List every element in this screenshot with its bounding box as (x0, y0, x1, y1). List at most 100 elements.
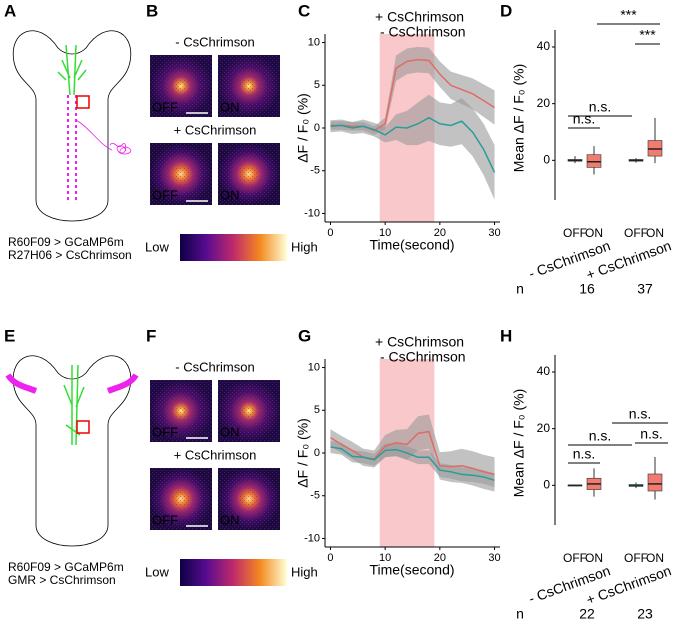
y-tick-label: 10 (308, 36, 320, 48)
x-tick-label: 10 (379, 227, 391, 239)
brain-diagram (12, 30, 132, 222)
image-noise (218, 143, 280, 205)
legend-entry: - CsChrimson (380, 24, 466, 40)
y-tick-label: 20 (537, 421, 551, 435)
panel-letter: F (146, 326, 156, 345)
y-axis-label: Mean ΔF / F₀ (%) (511, 389, 527, 498)
panel-letter: G (298, 326, 311, 345)
significance-label: n.s. (629, 406, 652, 422)
genotype-label: R60F09 > GCaMP6m (8, 235, 124, 249)
legend-entry: + CsChrimson (375, 334, 464, 350)
x-tick-label: 0 (327, 227, 333, 239)
genotype-label: R27H06 > CsChrimson (8, 248, 132, 262)
n-value: 16 (579, 281, 595, 297)
colorbar-low: Low (145, 564, 169, 579)
y-tick-label: 10 (308, 361, 320, 373)
image-noise (150, 55, 212, 117)
condition-label: - CsChrimson (175, 34, 254, 49)
error-band (330, 94, 495, 200)
colorbar-high: High (291, 564, 318, 579)
significance-label: n.s. (640, 426, 663, 442)
legend-entry: + CsChrimson (375, 9, 464, 25)
genotype-label: GMR > CsChrimson (8, 573, 116, 587)
image-label: ON (220, 99, 240, 114)
image-label: OFF (152, 99, 178, 114)
category-label: OFF (624, 551, 648, 565)
image-noise (150, 380, 212, 442)
condition-label: + CsChrimson (174, 447, 257, 462)
image-noise (218, 55, 280, 117)
genotype-label: R60F09 > GCaMP6m (8, 560, 124, 574)
category-label: ON (646, 226, 664, 240)
y-tick-label: 20 (537, 96, 551, 110)
mean-line (330, 116, 496, 173)
legend-entry: - CsChrimson (380, 349, 466, 365)
box (647, 473, 663, 492)
image-label: OFF (152, 512, 178, 527)
significance-label: *** (620, 7, 637, 23)
colorbar-high: High (291, 239, 318, 254)
x-tick-label: 0 (327, 552, 333, 564)
colorbar-low: Low (145, 239, 169, 254)
image-label: ON (220, 187, 240, 202)
image-label: OFF (152, 187, 178, 202)
y-tick-label: 0 (543, 153, 550, 167)
significance-label: n.s. (573, 446, 596, 462)
panel-letter: E (4, 326, 15, 345)
image-noise (150, 468, 212, 530)
category-label: OFF (563, 226, 587, 240)
y-tick-label: -5 (310, 165, 320, 177)
y-tick-label: -5 (310, 490, 320, 502)
mean-line (330, 446, 495, 482)
panel-letter: B (146, 1, 158, 20)
x-tick-label: 20 (434, 552, 446, 564)
x-tick-label: 10 (379, 552, 391, 564)
panel-letter: A (4, 1, 16, 20)
x-tick-label: 30 (488, 227, 500, 239)
panel-letter: C (298, 1, 310, 20)
image-label: ON (220, 512, 240, 527)
condition-label: + CsChrimson (174, 122, 257, 137)
image-noise (150, 143, 212, 205)
n-value: 37 (637, 281, 653, 297)
image-label: OFF (152, 424, 178, 439)
n-value: 22 (579, 606, 595, 622)
y-tick-label: 0 (314, 122, 320, 134)
n-label: n (516, 281, 524, 297)
y-tick-label: 5 (314, 404, 320, 416)
y-tick-label: 5 (314, 79, 320, 91)
panel-letter: D (500, 1, 512, 20)
colorbar (180, 234, 287, 261)
category-label: OFF (563, 551, 587, 565)
category-label: ON (646, 551, 664, 565)
n-label: n (516, 606, 524, 622)
n-value: 23 (637, 606, 653, 622)
image-noise (218, 380, 280, 442)
y-axis-label: Mean ΔF / F₀ (%) (511, 64, 527, 173)
mean-line (330, 58, 495, 132)
significance-label: *** (639, 27, 656, 43)
significance-label: n.s. (589, 428, 612, 444)
y-tick-label: 0 (314, 447, 320, 459)
y-tick-label: 0 (543, 478, 550, 492)
panel-letter: H (500, 326, 512, 345)
y-tick-label: -10 (304, 207, 320, 219)
error-band (330, 441, 495, 488)
category-label: ON (585, 551, 603, 565)
category-label: ON (585, 226, 603, 240)
x-axis-label: Time(second) (369, 237, 454, 253)
image-label: ON (220, 424, 240, 439)
mean-line (330, 430, 495, 476)
significance-label: n.s. (589, 99, 612, 115)
y-tick-label: -10 (304, 532, 320, 544)
significance-label: n.s. (573, 111, 596, 127)
colorbar (180, 559, 287, 586)
y-axis-label: ΔF / F₀ (%) (295, 418, 311, 488)
brain-diagram (5, 355, 139, 547)
y-axis-label: ΔF / F₀ (%) (295, 93, 311, 163)
category-label: OFF (624, 226, 648, 240)
y-tick-label: 40 (537, 39, 551, 53)
condition-label: - CsChrimson (175, 359, 254, 374)
image-noise (218, 468, 280, 530)
